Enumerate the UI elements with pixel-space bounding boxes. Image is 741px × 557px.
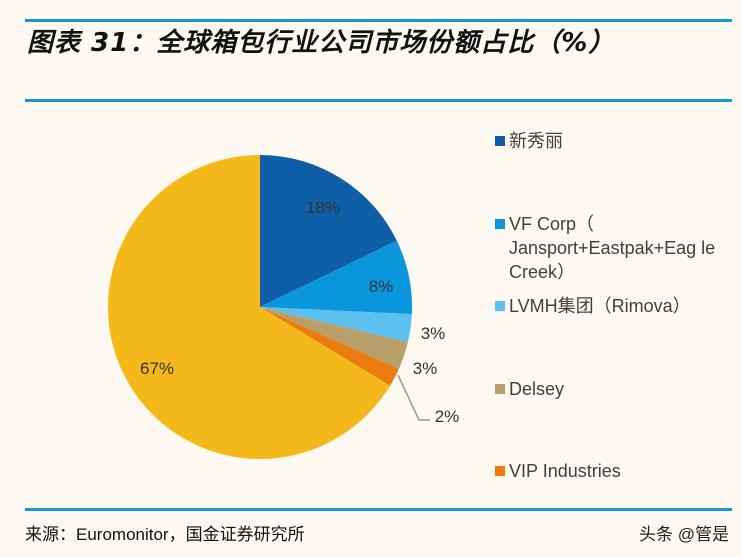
watermark: 头条 @管是 [639, 525, 729, 544]
legend-swatch [495, 136, 505, 146]
legend-item-delsey: Delsey [495, 377, 730, 401]
pie-slice [260, 307, 408, 369]
chart-title: 图表 31：全球箱包行业公司市场份额占比（%） [27, 28, 616, 58]
data-label: 8% [369, 277, 394, 296]
legend-swatch [495, 466, 505, 476]
source-note: 来源：Euromonitor，国金证券研究所 [25, 525, 305, 544]
data-label: 67% [140, 359, 174, 378]
pie-slice [260, 307, 412, 343]
legend-item-vf-corp: VF Corp（ Jansport+Eastpak+Eag le Creek） [495, 212, 730, 284]
pie-slice [108, 155, 391, 459]
pie-slice [260, 240, 412, 315]
leader-line [397, 374, 430, 421]
pie-slice [260, 155, 397, 307]
legend-item-lvmh: LVMH集团（Rimova） [495, 294, 730, 318]
legend-item-vip: VIP Industries [495, 459, 730, 483]
data-label: 18% [306, 198, 340, 217]
legend-swatch [495, 384, 505, 394]
data-label: 2% [435, 407, 460, 426]
legend-item-samsonite: 新秀丽 [495, 129, 730, 153]
data-label: 3% [413, 359, 438, 378]
legend-swatch [495, 219, 505, 229]
source-rule [25, 508, 732, 511]
data-label: 3% [421, 324, 446, 343]
title-rule [25, 99, 732, 102]
legend-swatch [495, 301, 505, 311]
pie-slice [260, 307, 399, 386]
top-rule [25, 19, 732, 22]
